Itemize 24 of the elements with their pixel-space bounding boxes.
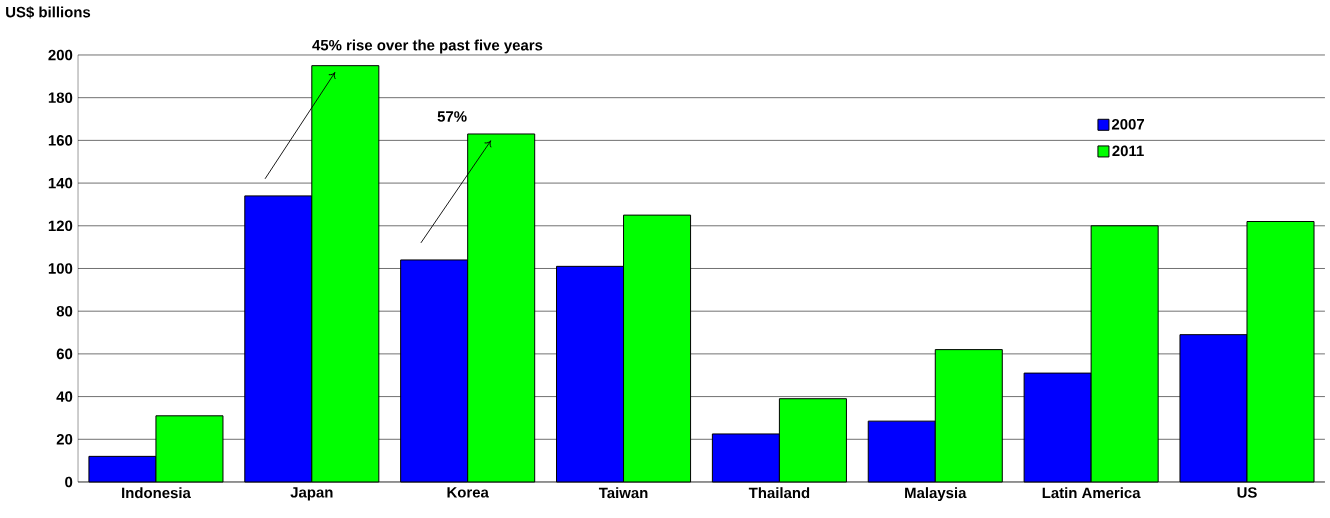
x-tick-label: Korea	[447, 487, 489, 498]
y-tick-label: 20	[56, 433, 73, 445]
x-tick-label: Japan	[290, 487, 333, 501]
x-tick-label: Taiwan	[598, 487, 648, 499]
legend-label: 2007	[1111, 118, 1145, 130]
x-tick-label: Indonesia	[122, 487, 191, 499]
y-tick-label: 40	[56, 391, 73, 402]
y-tick-label: 80	[56, 305, 73, 317]
x-tick-label: Thailand	[748, 487, 810, 499]
x-tick-label: Latin America	[1042, 487, 1141, 499]
annotation: 45% rise over the past five years	[312, 39, 543, 54]
y-tick-label: 200	[48, 49, 73, 61]
x-tick-label: US	[1237, 487, 1257, 498]
y-tick-label: 0	[65, 476, 73, 488]
legend-label: 2011	[1112, 145, 1144, 157]
annotation: 57%	[437, 111, 467, 122]
y-tick-label: 120	[48, 220, 73, 232]
y-tick-label: 60	[56, 348, 73, 360]
x-tick-label: Malaysia	[905, 487, 967, 502]
y-axis-title: US$ billions	[6, 6, 91, 19]
y-tick-label: 160	[48, 135, 73, 146]
y-tick-label: 180	[48, 92, 73, 103]
y-tick-label: 100	[48, 263, 73, 274]
y-tick-label: 140	[48, 177, 73, 189]
